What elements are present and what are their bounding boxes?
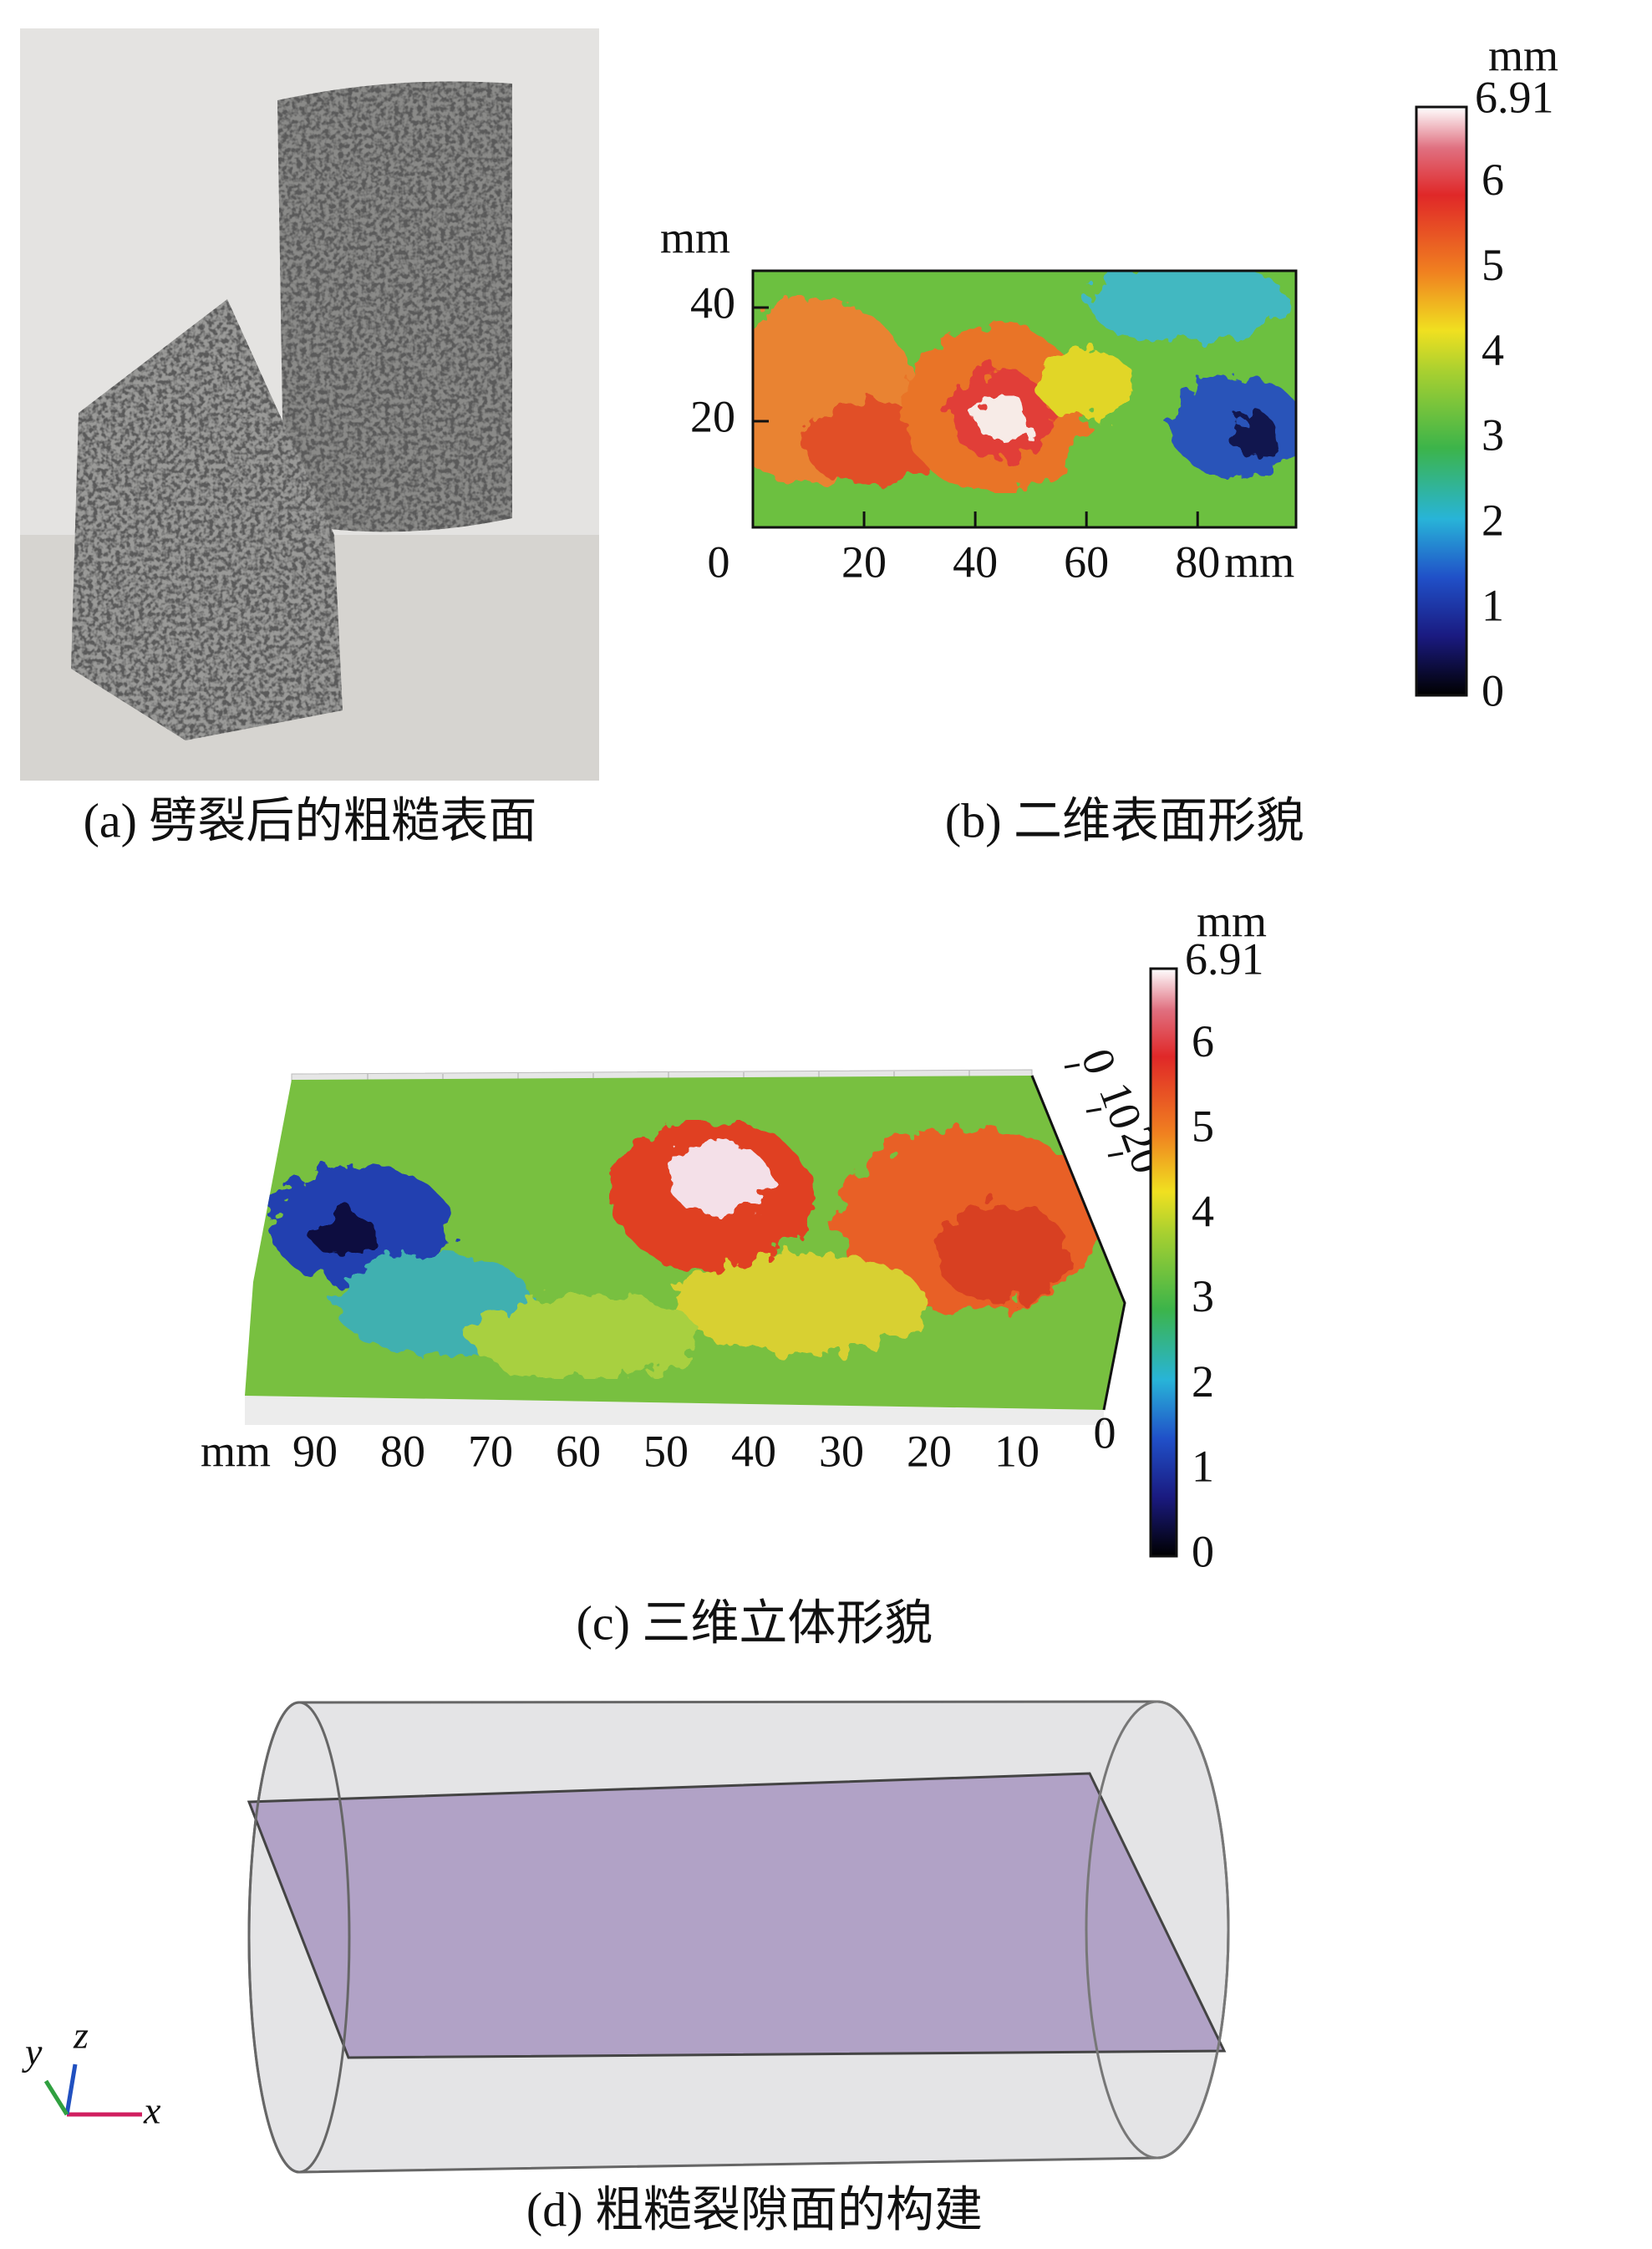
axes-indicator: y z x [22,2014,161,2132]
colorbar-tick-label: 1 [1192,1442,1214,1492]
x-tick-label: 40 [731,1426,776,1476]
x-unit: mm [1224,537,1294,587]
caption-a: (a) 劈裂后的粗糙表面 [84,793,537,847]
axis-z-label: z [73,2014,89,2057]
rock-wedge [71,299,343,740]
depth-tick [1107,1152,1124,1158]
colorbar-tick-label: 0 [1192,1526,1214,1576]
y-unit: mm [660,212,730,262]
x-tick-label: 60 [556,1426,601,1476]
colorbar-tick-label: 4 [1192,1186,1214,1236]
x-tick-label: 30 [819,1426,864,1476]
side-axis [1030,1075,1126,1411]
x-tick-label: 80 [1175,537,1220,587]
origin-label: 0 [708,537,730,587]
colorbar-tick-label: 2 [1192,1356,1214,1407]
plot-frame-b [751,269,1298,529]
heatmap-b [753,271,1296,527]
depth-tick [1085,1107,1102,1113]
x-unit: mm [201,1426,271,1476]
y-arrow [43,2079,69,2116]
caption-c: (c) 三维立体形貌 [577,1595,933,1650]
y-tick-label: 20 [690,391,735,441]
colorbar-tick-label: 3 [1192,1271,1214,1321]
caption-b: (b) 二维表面形貌 [945,793,1304,847]
x-tick-label: 20 [907,1426,952,1476]
surface-c [245,1069,1126,1425]
photo-panel-a [20,28,599,781]
colorbar-tick-label: 0 [1482,665,1504,715]
colorbar-c [1149,967,1178,1558]
cylinder-end [247,1701,351,2174]
x-tick-label: 20 [841,537,887,587]
depth-tick-label: 0 [1071,1042,1126,1081]
colorbar-max-label: 6.91 [1475,72,1554,122]
axis-y-label: y [22,2031,43,2073]
x-tick-label: 70 [468,1426,513,1476]
y-tick-label: 40 [690,277,735,328]
x-tick-label: 80 [380,1426,425,1476]
colorbar-unit: mm [1197,896,1267,946]
colorbar-b [1415,105,1468,697]
colorbar-tick-label: 5 [1482,240,1504,290]
fracture-plane [247,1772,1227,2059]
colorbar-tick-label: 4 [1482,325,1504,375]
depth-tick [1064,1063,1080,1069]
colorbar-tick-label: 3 [1482,410,1504,460]
colorbar-tick-label: 1 [1482,581,1504,631]
x-tick-label: 10 [994,1426,1039,1476]
base-strip [245,1396,1104,1425]
colorbar-tick-label: 2 [1482,496,1504,546]
colorbar-tick-label: 6 [1482,155,1504,205]
x-tick-label: 60 [1064,537,1109,587]
x-tick-label: 50 [643,1426,689,1476]
x-tick-label: 40 [953,537,998,587]
cylinder-end [1085,1700,1230,2160]
axis-x-label: x [143,2089,161,2132]
rock-block [277,81,512,532]
z-arrow [64,2063,78,2115]
colorbar-tick-label: 5 [1192,1102,1214,1152]
colorbar-tick-label: 6 [1192,1016,1214,1066]
x-tick-label: 0 [1094,1407,1116,1458]
x-tick-label: 90 [292,1426,338,1476]
caption-d: (d) 粗糙裂隙面的构建 [526,2182,983,2236]
colorbar-unit: mm [1488,30,1558,80]
colorbar-max-label: 6.91 [1185,934,1264,984]
cylinder-d [247,1700,1230,2174]
